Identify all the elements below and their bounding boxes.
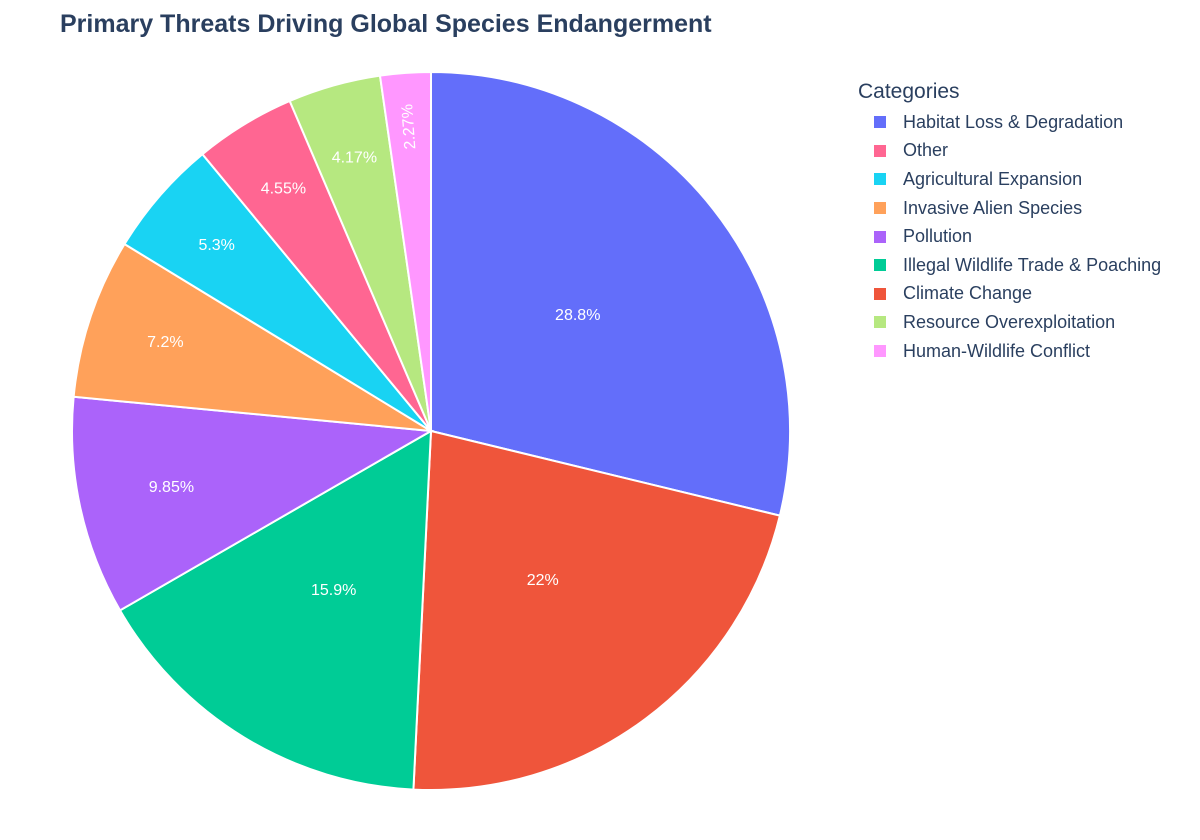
legend-item[interactable]: Other <box>874 137 1161 166</box>
pie-slice-habitat-loss-degradation[interactable] <box>430 70 791 517</box>
pie-slice-invasive-alien-species[interactable] <box>72 242 432 432</box>
legend-swatch <box>874 316 886 329</box>
slice-label: 9.85% <box>149 479 194 496</box>
legend-swatch <box>874 345 886 358</box>
legend-item[interactable]: Agricultural Expansion <box>874 165 1161 194</box>
legend-swatch <box>874 287 886 300</box>
legend-item[interactable]: Human-Wildlife Conflict <box>874 337 1161 366</box>
legend-swatch <box>874 144 886 157</box>
legend-item[interactable]: Resource Overexploitation <box>874 308 1161 337</box>
legend-label: Pollution <box>903 226 973 247</box>
legend-swatch <box>874 259 886 272</box>
slice-label: 2.27% <box>399 103 419 149</box>
slice-label: 28.8% <box>555 307 600 324</box>
legend-swatch <box>874 173 886 186</box>
pie-slice-illegal-wildlife-trade-poaching[interactable] <box>118 429 433 791</box>
slice-label: 5.3% <box>198 237 234 254</box>
legend-label: Human-Wildlife Conflict <box>903 340 1091 361</box>
legend: Categories Habitat Loss & Degradation Oth… <box>858 80 1161 365</box>
legend-label: Illegal Wildlife Trade & Poaching <box>903 254 1162 275</box>
legend-label: Other <box>903 140 949 161</box>
legend-swatch <box>874 116 886 129</box>
legend-item[interactable]: Climate Change <box>874 280 1161 309</box>
legend-swatch <box>874 202 886 215</box>
legend-label: Agricultural Expansion <box>903 168 1083 189</box>
chart-title: Primary Threats Driving Global Species E… <box>60 10 712 38</box>
legend-item[interactable]: Illegal Wildlife Trade & Poaching <box>874 251 1161 280</box>
legend-label: Climate Change <box>903 283 1033 304</box>
legend-label: Habitat Loss & Degradation <box>903 111 1124 132</box>
legend-items: Habitat Loss & Degradation Other Agricultu… <box>858 108 1161 365</box>
slice-label: 22% <box>527 572 559 589</box>
legend-item[interactable]: Pollution <box>874 222 1161 251</box>
legend-item[interactable]: Habitat Loss & Degradation <box>874 108 1161 137</box>
slice-label: 4.55% <box>261 180 306 197</box>
slice-label: 15.9% <box>311 582 356 599</box>
slice-label: 4.17% <box>332 149 377 166</box>
pie-slice-human-wildlife-conflict[interactable] <box>378 70 432 432</box>
legend-title: Categories <box>858 80 960 103</box>
legend-swatch <box>874 230 886 243</box>
legend-label: Invasive Alien Species <box>903 197 1083 218</box>
legend-item[interactable]: Invasive Alien Species <box>874 194 1161 223</box>
legend-label: Resource Overexploitation <box>903 311 1116 332</box>
slice-label: 7.2% <box>147 334 183 351</box>
pie-slice-pollution[interactable] <box>71 395 435 612</box>
pie-slice-climate-change[interactable] <box>412 429 782 791</box>
